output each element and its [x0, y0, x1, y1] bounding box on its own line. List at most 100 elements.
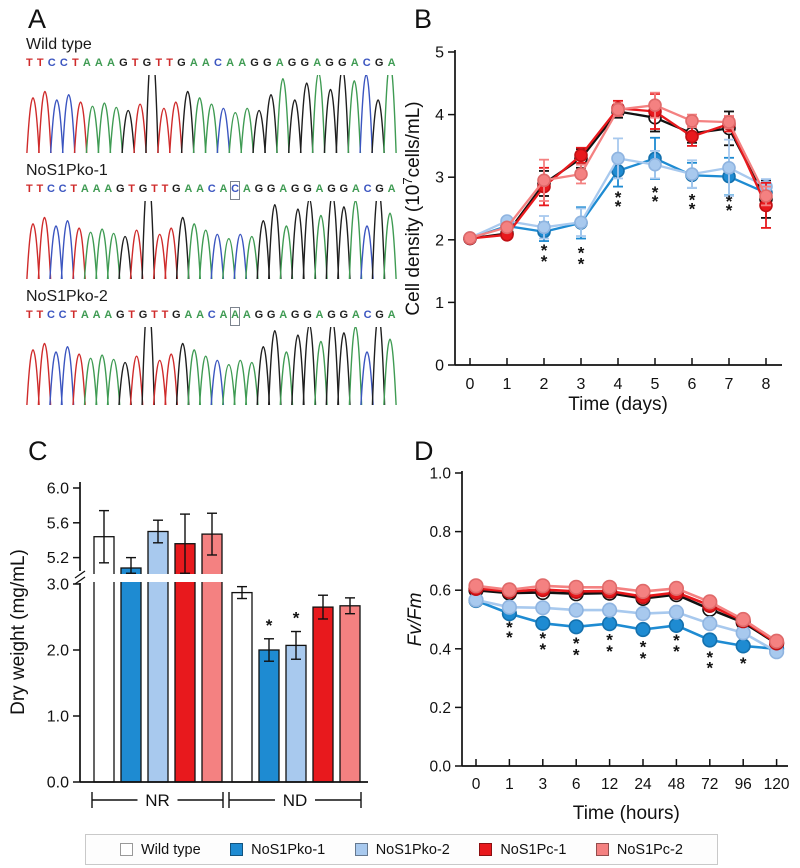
x-tick-label: 12 [601, 776, 618, 793]
y-tick-label: 0.4 [429, 641, 451, 658]
base-letter: C [363, 309, 372, 321]
base-letter: T [128, 309, 136, 321]
base-letter: A [201, 57, 210, 69]
data-point [568, 602, 584, 618]
base-letter: T [166, 57, 173, 69]
data-point [611, 102, 625, 117]
significance-asterisk: * [689, 200, 696, 219]
base-letter: G [172, 309, 181, 321]
base-letter: A [226, 57, 235, 69]
data-point [574, 215, 588, 230]
base-letter: G [290, 183, 300, 195]
x-tick-label: 1 [503, 376, 512, 393]
panel-a-label: A [28, 4, 47, 34]
cell-density-chart: 0 1 2 3 4 5 0 1 2 3 4 5 6 7 8 Time (days) Cell density (… [400, 45, 782, 415]
base-letter: T [155, 57, 163, 69]
y-tick-label: 1 [435, 295, 444, 312]
data-point [722, 161, 736, 175]
base-letter: C [58, 183, 67, 195]
base-letter: C [46, 309, 55, 321]
y-tick-label: 0 [435, 358, 444, 375]
base-letter: G [172, 183, 181, 195]
base-letter: G [263, 57, 272, 69]
sequence-track: NoS1Pko-2 T T C C T A A A G T G T T G A A C A A A G G A G G A G G A C G… [24, 288, 397, 407]
significance-asterisk: * [726, 192, 733, 211]
base-letter: A [387, 57, 396, 69]
significance-asterisk: * [706, 659, 713, 678]
y-tick-label: 5 [435, 45, 444, 62]
panel-dry-weight: C 0.0 1.0 2.0 3.0 5.2 5.6 6.0 NR ND * * Dry weight … [0, 430, 400, 830]
base-letter: G [287, 57, 297, 69]
axes: 0.0 1.0 2.0 3.0 5.2 5.6 6.0 [47, 481, 368, 792]
data-point [501, 582, 517, 598]
base-letter: G [115, 183, 125, 195]
base-letter: G [325, 57, 334, 69]
bar [312, 606, 334, 783]
data-point [735, 638, 751, 654]
data-point [568, 579, 584, 595]
y-tick-label: 0.0 [47, 775, 69, 792]
significance-asterisk: * [689, 191, 696, 210]
base-letter: C [46, 183, 55, 195]
figure-legend: Wild type NoS1Pko-1 NoS1Pko-2 NoS1Pc-1 NoS1P… [85, 834, 718, 865]
base-letter: C [230, 181, 241, 200]
base-letter: C [207, 309, 216, 321]
base-letter: A [92, 183, 101, 195]
base-letter: G [119, 57, 128, 69]
base-letter: T [161, 183, 169, 195]
sequence-track: Wild type T T C C T A A A G T G T T G A A C A A G G A G G A G G A C G A [24, 36, 397, 155]
base-letter: A [242, 309, 251, 321]
legend-label: NoS1Pc-2 [616, 841, 683, 858]
x-tick-label: 5 [651, 376, 660, 393]
base-letter: T [70, 309, 78, 321]
base-letter: T [128, 183, 136, 195]
panel-d-label: D [414, 436, 434, 466]
base-letter: G [339, 309, 349, 321]
track-name: NoS1Pko-1 [26, 162, 108, 179]
base-letter: G [374, 57, 384, 69]
bar [201, 533, 223, 783]
data-point [702, 594, 718, 610]
legend-label: Wild type [141, 841, 201, 858]
data-point [635, 583, 651, 599]
x-tick-label: 3 [577, 376, 586, 393]
data-point [537, 173, 551, 188]
base-letter: G [303, 309, 312, 321]
base-letter: G [327, 183, 336, 195]
significance-asterisk: * [541, 241, 548, 260]
data-point [537, 220, 551, 235]
bars [93, 530, 361, 783]
panel-b-label: B [414, 4, 433, 34]
significance-asterisk: * [266, 616, 273, 635]
significance-asterisk: * [506, 628, 513, 647]
base-letter: A [219, 183, 228, 195]
axes: 0 1 2 3 4 5 0 1 2 3 4 5 6 7 8 [435, 45, 782, 393]
data-point [685, 114, 699, 128]
data-point [635, 621, 651, 638]
y-tick-label: 0.0 [429, 759, 451, 776]
y-tick-label: 0.6 [429, 583, 451, 600]
base-letter: A [387, 309, 396, 321]
data-point [735, 611, 751, 628]
legend-swatch [354, 843, 368, 856]
x-tick-label: 120 [764, 776, 790, 793]
base-letter: G [303, 183, 312, 195]
significance-asterisk: * [606, 642, 613, 661]
x-axis-title: Time (days) [568, 394, 668, 415]
base-letter: A [104, 309, 113, 321]
base-letter: C [214, 57, 222, 69]
significance-asterisk: * [615, 188, 622, 207]
base-letter: C [59, 57, 68, 69]
group-label: ND [283, 791, 308, 810]
y-tick-label: 2.0 [47, 643, 69, 660]
data-point [574, 148, 588, 163]
base-letter: A [279, 183, 288, 195]
base-letter: T [151, 309, 158, 321]
base-letter: G [290, 309, 300, 321]
base-letter: G [375, 309, 384, 321]
significance-asterisk: * [506, 618, 513, 637]
panel-cell-density: B 0 1 2 3 4 5 0 1 2 3 4 5 6 7 8 Time (days) Cell density… [400, 0, 800, 430]
base-letter: G [254, 309, 264, 321]
data-point [574, 167, 588, 181]
